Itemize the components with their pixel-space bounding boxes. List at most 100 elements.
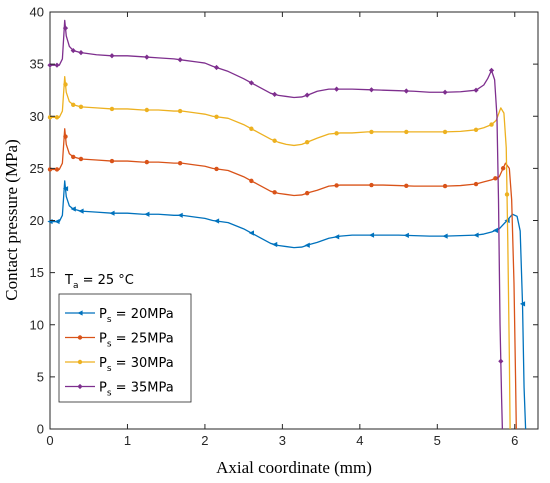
- legend-marker: [77, 335, 83, 340]
- data-point: [493, 176, 498, 181]
- legend-label-rest: = 20MPa: [112, 307, 174, 322]
- data-point: [248, 230, 254, 236]
- data-point: [214, 114, 219, 119]
- legend-marker: [77, 383, 83, 390]
- data-point: [177, 108, 183, 114]
- x-tick-label: 2: [201, 433, 208, 448]
- data-point: [404, 129, 409, 135]
- legend-marker: [77, 359, 83, 365]
- y-tick-label: 40: [30, 5, 44, 20]
- data-point: [304, 92, 310, 98]
- data-point: [78, 104, 84, 110]
- data-point: [500, 166, 506, 171]
- data-point: [442, 89, 448, 95]
- y-axis-label: Contact pressure (MPa): [2, 139, 21, 300]
- series-0: [47, 180, 527, 430]
- data-point: [489, 122, 494, 127]
- legend-entry: Ps = 20MPa: [65, 307, 174, 325]
- legend-entry: Ps = 35MPa: [65, 381, 174, 399]
- x-tick-label: 5: [434, 433, 441, 448]
- data-point: [304, 140, 310, 145]
- data-point: [492, 227, 498, 234]
- series-layer: [47, 19, 527, 430]
- temperature-annotation: Ta = 25 °C: [64, 273, 134, 291]
- data-point: [70, 206, 76, 212]
- data-point: [272, 241, 278, 248]
- y-tick-label: 25: [30, 161, 44, 176]
- data-point: [369, 129, 374, 135]
- data-point: [403, 88, 409, 94]
- data-point: [249, 178, 254, 184]
- data-point: [473, 181, 479, 187]
- x-tick-label: 1: [124, 433, 131, 448]
- data-point: [334, 86, 340, 92]
- ticks-layer: 0 1 2 3 4 5 6 0 5 10 15 20 25 30 35 40: [30, 5, 538, 448]
- data-point: [144, 211, 150, 217]
- data-point: [177, 57, 183, 63]
- legend-label-rest: = 30MPa: [112, 356, 174, 371]
- data-point: [473, 87, 479, 93]
- data-point: [334, 131, 339, 136]
- data-point: [213, 218, 220, 224]
- x-tick-label: 0: [46, 433, 53, 448]
- series-3: [47, 19, 504, 430]
- data-point: [47, 62, 53, 68]
- data-point: [78, 156, 84, 162]
- data-point: [71, 102, 76, 107]
- data-point: [272, 138, 277, 143]
- data-point: [272, 91, 278, 97]
- legend-label-rest: = 35MPa: [112, 381, 174, 396]
- data-point: [71, 154, 76, 160]
- annotation-sub: a: [73, 281, 79, 291]
- series-1: [47, 128, 517, 430]
- legend-label-sub: s: [107, 315, 112, 325]
- data-point: [304, 242, 310, 248]
- legend-label-main: P: [99, 307, 107, 322]
- y-tick-label: 20: [30, 213, 44, 228]
- data-point: [334, 234, 340, 240]
- y-tick-label: 10: [30, 317, 44, 332]
- series-2: [47, 75, 511, 430]
- y-tick-label: 15: [30, 265, 44, 280]
- data-point: [54, 62, 60, 68]
- legend-label-main: P: [99, 381, 107, 396]
- x-axis-label: Axial coordinate (mm): [216, 458, 372, 477]
- legend-marker: [77, 310, 83, 316]
- legend-label: Ps = 35MPa: [99, 381, 174, 399]
- data-point: [144, 107, 150, 113]
- data-point: [177, 212, 183, 218]
- legend-entry: Ps = 25MPa: [65, 332, 174, 350]
- data-point: [109, 106, 115, 112]
- legend-label: Ps = 30MPa: [99, 356, 174, 374]
- annotation-rest: = 25 °C: [78, 273, 133, 288]
- data-point: [62, 186, 69, 192]
- y-tick-label: 35: [30, 57, 44, 72]
- data-point: [63, 134, 68, 139]
- x-tick-label: 3: [279, 433, 286, 448]
- legend-label-sub: s: [107, 364, 112, 374]
- x-tick-label: 4: [356, 433, 363, 448]
- data-point: [304, 190, 310, 196]
- annotation-main: T: [64, 273, 73, 288]
- legend-label-sub: s: [107, 340, 112, 350]
- data-point: [78, 208, 84, 214]
- data-point: [54, 115, 60, 120]
- y-tick-label: 30: [30, 109, 44, 124]
- data-point: [368, 87, 375, 93]
- data-point: [473, 127, 479, 133]
- data-point: [109, 53, 115, 59]
- data-point: [248, 80, 254, 86]
- data-point: [63, 82, 68, 87]
- data-point: [334, 183, 339, 188]
- legend-label: Ps = 20MPa: [99, 307, 174, 325]
- data-point: [144, 54, 150, 60]
- legend-label-main: P: [99, 332, 107, 347]
- data-point: [213, 64, 220, 71]
- legend-label-sub: s: [107, 389, 112, 399]
- data-point: [144, 159, 150, 165]
- data-point: [177, 160, 183, 166]
- x-tick-label: 6: [511, 433, 518, 448]
